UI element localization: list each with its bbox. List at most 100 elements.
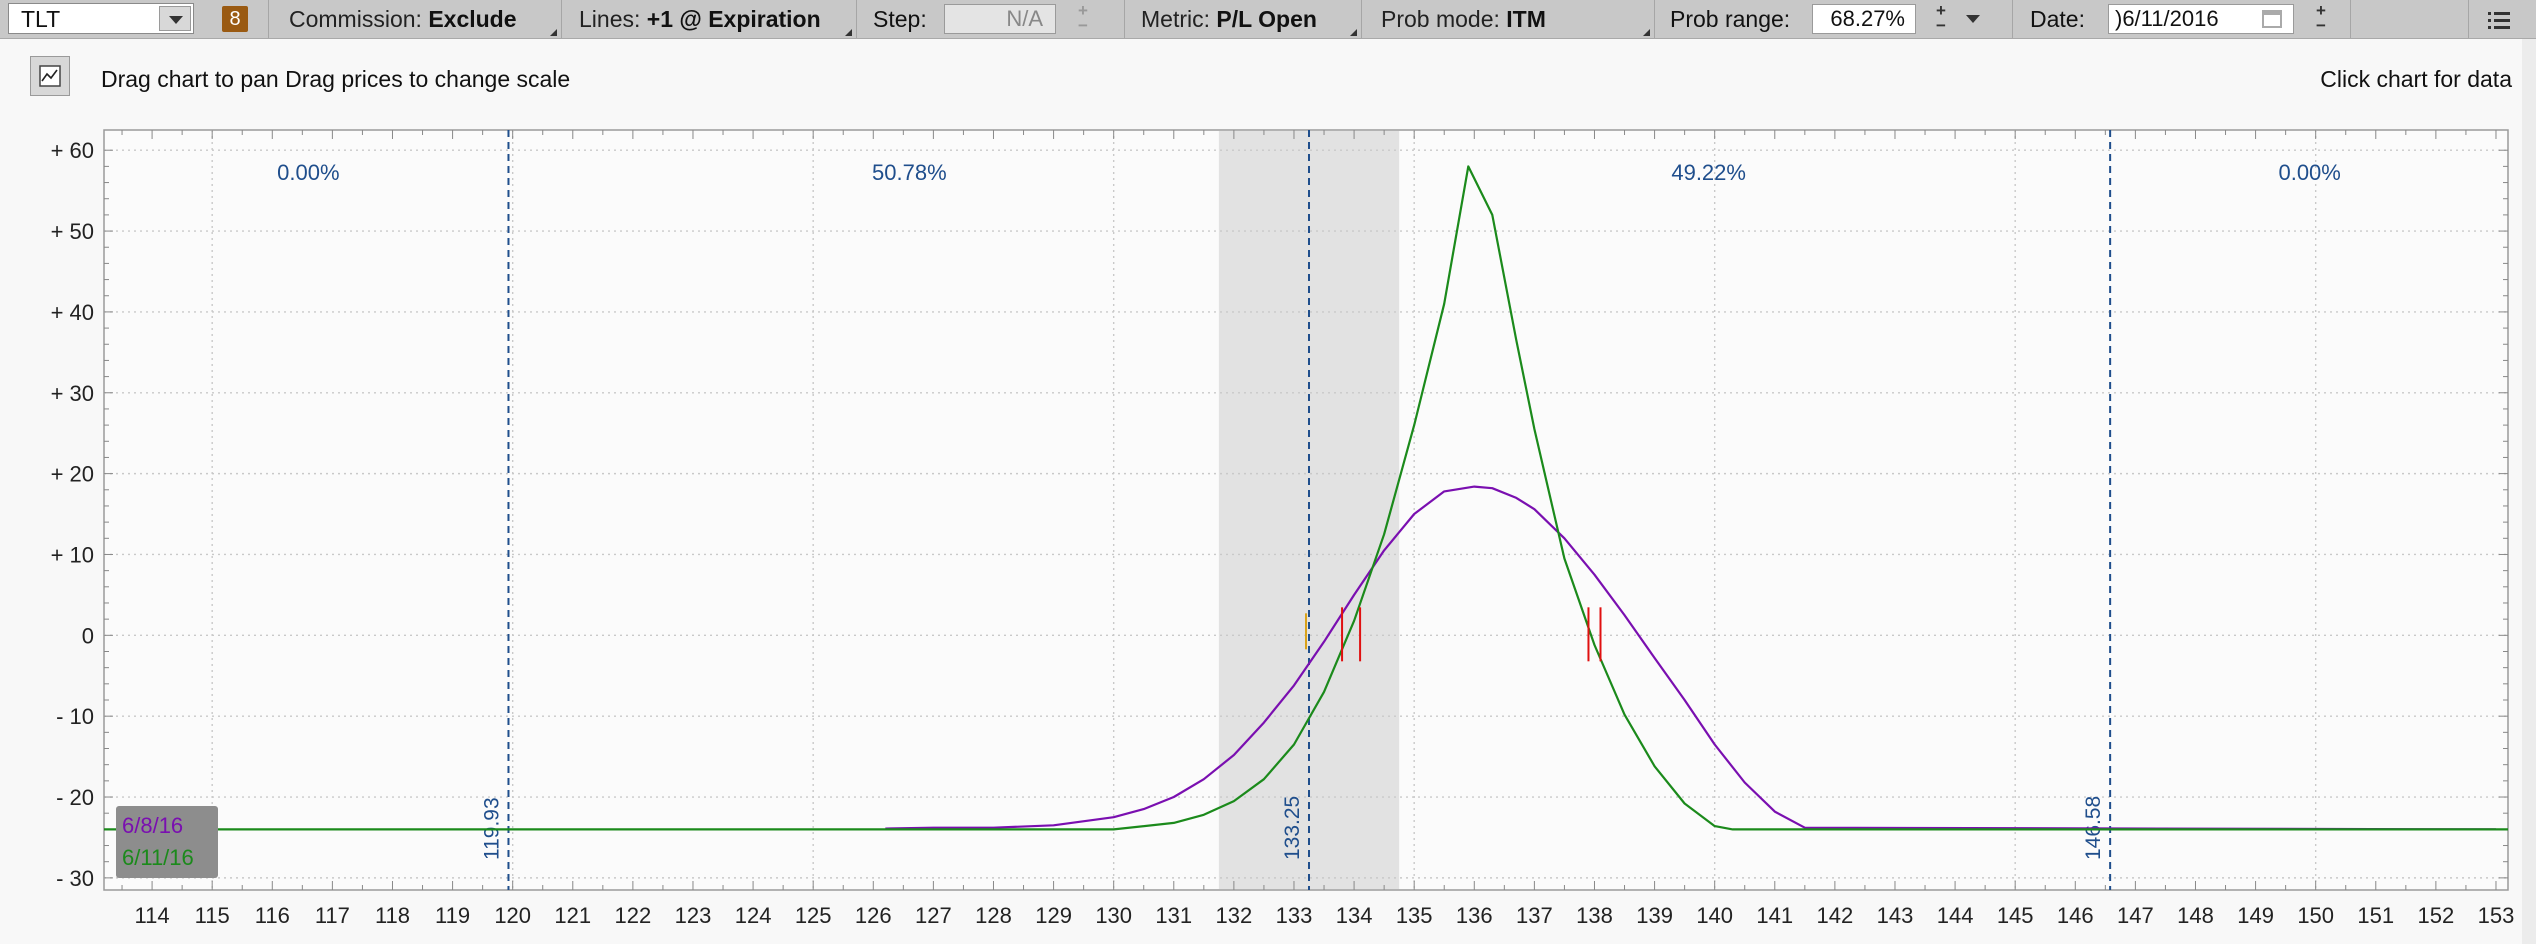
prob-range-input[interactable]: 68.27%	[1812, 4, 1916, 34]
link-group-badge[interactable]: 8	[222, 6, 248, 32]
metric-setting[interactable]: Metric: P/L Open	[1141, 0, 1317, 38]
lines-value: +1 @ Expiration	[646, 6, 821, 32]
x-tick-label: 135	[1396, 903, 1433, 928]
y-tick-label: + 50	[51, 219, 94, 244]
series-line[interactable]	[104, 165, 2508, 831]
x-tick-label: 126	[855, 903, 892, 928]
click-chart-hint: Click chart for data	[2320, 66, 2512, 92]
x-tick-label: 127	[915, 903, 952, 928]
step-input[interactable]: N/A	[944, 4, 1056, 34]
date-stepper[interactable]: + −	[2308, 1, 2334, 35]
commission-setting[interactable]: Commission: Exclude	[289, 0, 517, 38]
x-tick-label: 129	[1035, 903, 1072, 928]
x-tick-label: 145	[1997, 903, 2034, 928]
y-tick-label: + 60	[51, 138, 94, 163]
x-tick-label: 125	[795, 903, 832, 928]
x-tick-label: 120	[494, 903, 531, 928]
x-tick-label: 124	[735, 903, 772, 928]
calendar-icon[interactable]	[2262, 10, 2282, 28]
plus-icon[interactable]: +	[1078, 1, 1088, 20]
x-tick-label: 132	[1216, 903, 1253, 928]
prob-mode-value: ITM	[1506, 6, 1546, 32]
x-tick-label: 115	[195, 903, 230, 928]
x-tick-label: 146	[2057, 903, 2094, 928]
x-tick-label: 121	[554, 903, 591, 928]
x-tick-label: 118	[375, 903, 410, 928]
date-label: Date:	[2030, 6, 2085, 32]
date-input[interactable]: )6/11/2016	[2108, 4, 2294, 34]
symbol-selector[interactable]: TLT	[8, 3, 194, 34]
minus-icon[interactable]: −	[2316, 16, 2326, 35]
metric-label: Metric:	[1141, 6, 1210, 32]
chevron-down-icon[interactable]	[159, 6, 191, 31]
x-tick-label: 116	[255, 903, 290, 928]
zone-percent-label: 0.00%	[2278, 160, 2340, 185]
shaded-range	[1218, 131, 1400, 889]
prob-range-label: Prob range:	[1670, 6, 1791, 32]
x-tick-label: 134	[1336, 903, 1373, 928]
chevron-down-icon[interactable]	[1958, 4, 1988, 34]
y-tick-label: + 20	[51, 462, 94, 487]
x-tick-label: 143	[1877, 903, 1914, 928]
y-tick-label: + 40	[51, 300, 94, 325]
x-tick-label: 152	[2418, 903, 2455, 928]
prob-range-stepper[interactable]: + −	[1928, 1, 1954, 35]
step-stepper[interactable]: + −	[1070, 1, 1096, 35]
x-tick-label: 151	[2357, 903, 2394, 928]
y-tick-label: + 30	[51, 381, 94, 406]
x-tick-label: 139	[1636, 903, 1673, 928]
x-tick-label: 149	[2237, 903, 2274, 928]
x-tick-label: 119	[435, 903, 470, 928]
y-tick-label: - 30	[56, 866, 94, 891]
x-tick-label: 136	[1456, 903, 1493, 928]
y-tick-label: + 10	[51, 542, 94, 567]
x-tick-label: 117	[315, 903, 350, 928]
zone-percent-label: 50.78%	[872, 160, 947, 185]
lines-label: Lines:	[579, 6, 641, 32]
y-tick-label: 0	[82, 623, 94, 648]
x-tick-label: 147	[2117, 903, 2154, 928]
x-tick-label: 148	[2177, 903, 2214, 928]
plus-icon[interactable]: +	[2316, 1, 2326, 20]
scrollbar[interactable]	[2522, 39, 2536, 944]
prob-line-label: 133.25	[1281, 796, 1304, 860]
zone-percent-label: 49.22%	[1671, 160, 1746, 185]
plus-icon[interactable]: +	[1936, 1, 1946, 20]
x-tick-label: 150	[2297, 903, 2334, 928]
y-tick-label: - 20	[56, 785, 94, 810]
list-menu-icon[interactable]	[2488, 9, 2512, 29]
minus-icon[interactable]: −	[1078, 16, 1088, 35]
x-tick-label: 144	[1937, 903, 1974, 928]
x-tick-label: 141	[1756, 903, 1793, 928]
metric-value: P/L Open	[1216, 6, 1317, 32]
x-tick-label: 138	[1576, 903, 1613, 928]
minus-icon[interactable]: −	[1936, 16, 1946, 35]
y-tick-label: - 10	[56, 704, 94, 729]
lines-setting[interactable]: Lines: +1 @ Expiration	[579, 0, 821, 38]
x-tick-label: 114	[135, 903, 170, 928]
zone-percent-label: 0.00%	[277, 160, 339, 185]
commission-value: Exclude	[428, 6, 517, 32]
x-tick-label: 130	[1095, 903, 1132, 928]
symbol-text: TLT	[21, 6, 61, 32]
prob-mode-setting[interactable]: Prob mode: ITM	[1381, 0, 1546, 38]
chart-icon[interactable]	[30, 56, 70, 96]
x-tick-label: 153	[2478, 903, 2515, 928]
x-tick-label: 142	[1817, 903, 1854, 928]
x-tick-label: 133	[1276, 903, 1313, 928]
x-tick-label: 140	[1696, 903, 1733, 928]
x-tick-label: 137	[1516, 903, 1553, 928]
prob-mode-label: Prob mode:	[1381, 6, 1500, 32]
toolbar: TLT 8 Commission: Exclude Lines: +1 @ Ex…	[0, 0, 2536, 39]
pan-hint-text: Drag chart to pan Drag prices to change …	[101, 66, 571, 92]
x-tick-label: 128	[975, 903, 1012, 928]
x-tick-label: 123	[675, 903, 712, 928]
commission-label: Commission:	[289, 6, 422, 32]
legend-entry: 6/8/16	[122, 813, 183, 838]
x-tick-label: 122	[615, 903, 652, 928]
legend-entry: 6/11/16	[122, 845, 194, 870]
step-label: Step:	[873, 6, 927, 32]
legend-box	[116, 806, 218, 878]
series-line[interactable]	[885, 485, 2497, 831]
